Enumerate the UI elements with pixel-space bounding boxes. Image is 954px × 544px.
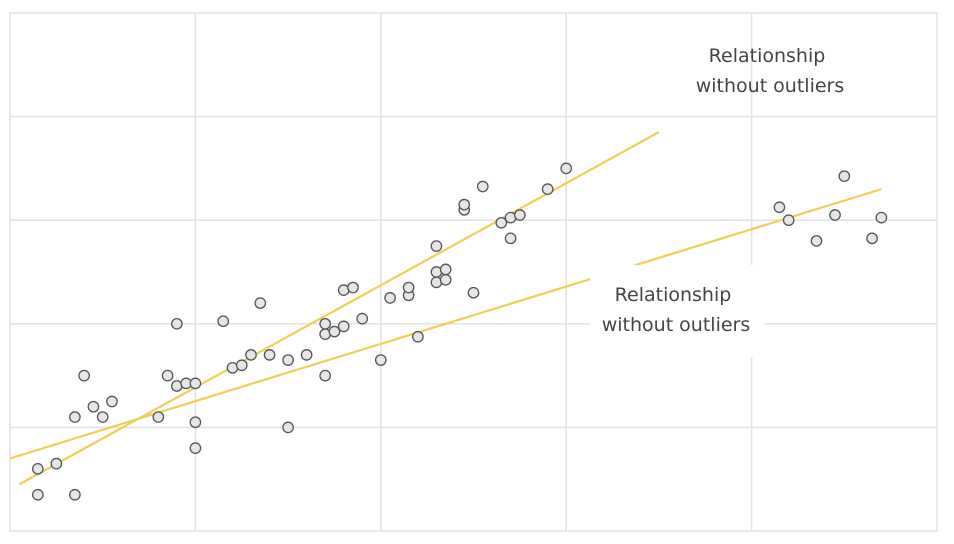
plot-frame (9, 12, 938, 532)
annotation-upper-line-1: Relationship (709, 45, 826, 67)
data-point-43 (439, 273, 452, 286)
data-point-55 (773, 201, 786, 214)
data-point-7 (87, 400, 100, 413)
data-point-59 (838, 170, 851, 183)
data-point-39 (412, 330, 424, 343)
data-point-2 (31, 488, 44, 501)
data-point-22 (254, 297, 267, 309)
data-point-11 (161, 369, 174, 382)
data-point-15 (189, 377, 202, 390)
data-point-5 (69, 411, 81, 423)
data-point-13 (171, 317, 183, 330)
data-point-4 (69, 488, 81, 501)
data-point-35 (374, 354, 387, 366)
data-point-44 (439, 263, 452, 276)
data-point-8 (96, 411, 109, 423)
data-point-31 (337, 320, 350, 333)
data-point-24 (282, 354, 294, 366)
data-point-60 (866, 232, 878, 245)
data-point-27 (319, 369, 332, 382)
data-point-46 (458, 198, 471, 211)
data-point-61 (875, 211, 888, 224)
data-point-17 (189, 442, 202, 454)
data-point-42 (430, 240, 443, 252)
data-point-48 (476, 180, 489, 193)
trend-line-1 (18, 131, 660, 486)
data-point-18 (217, 315, 230, 328)
data-point-30 (328, 325, 341, 338)
annotation-upper-line-2: without outliers (696, 75, 845, 97)
data-point-9 (106, 395, 118, 408)
data-point-36 (384, 292, 396, 304)
data-point-58 (829, 209, 841, 221)
data-point-57 (810, 235, 823, 247)
data-point-29 (319, 317, 332, 330)
data-point-52 (513, 209, 526, 221)
data-point-16 (189, 416, 202, 429)
data-point-33 (347, 281, 359, 294)
data-point-38 (402, 281, 415, 294)
data-point-26 (300, 349, 313, 361)
data-point-34 (356, 312, 369, 325)
annotation-lower-background (590, 265, 764, 357)
data-point-54 (560, 162, 573, 175)
data-point-3 (50, 457, 63, 470)
data-points (31, 162, 888, 501)
data-point-56 (782, 214, 795, 227)
data-point-21 (245, 349, 257, 361)
svg-text:Relationship without out: Relationship without outliers (696, 45, 845, 97)
data-point-53 (541, 183, 554, 195)
data-point-51 (504, 232, 517, 245)
data-point-25 (282, 421, 294, 434)
data-point-6 (78, 369, 91, 382)
data-point-47 (467, 286, 480, 299)
data-point-23 (263, 349, 276, 361)
annotation-upper: Relationship without outliers (696, 45, 845, 97)
data-point-10 (152, 411, 165, 423)
data-point-49 (495, 216, 508, 229)
data-point-20 (235, 359, 248, 372)
data-point-1 (31, 462, 44, 475)
annotation-lower-line-1: Relationship (615, 284, 732, 306)
annotation-lower-line-2: without outliers (602, 314, 751, 336)
annotation-lower: Relationship without outliers (590, 265, 764, 357)
svg-text:Relationship without out: Relationship without outliers (602, 284, 751, 336)
